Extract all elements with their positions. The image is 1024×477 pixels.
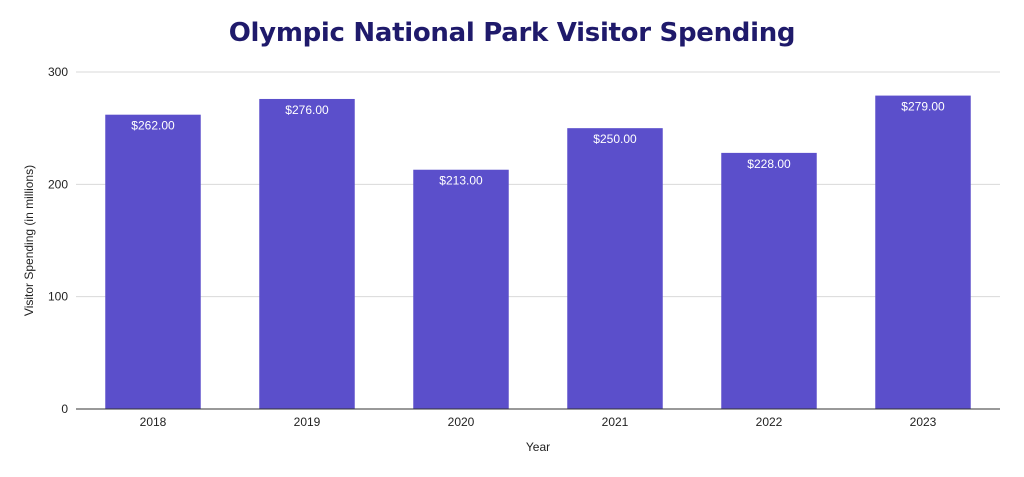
y-tick-label: 100 xyxy=(48,290,68,304)
x-tick-label-2022: 2022 xyxy=(756,415,783,429)
bar-2019 xyxy=(259,98,355,410)
data-label-2020: $213.00 xyxy=(439,174,483,188)
data-label-2019: $276.00 xyxy=(285,103,329,117)
data-labels: $262.00 $276.00 $213.00 $250.00 $228.00 $279.… xyxy=(131,100,945,188)
data-label-2018: $262.00 xyxy=(131,119,175,133)
y-tick-label: 300 xyxy=(48,65,68,79)
bar-2021 xyxy=(567,128,663,409)
x-tick-label-2018: 2018 xyxy=(140,415,167,429)
y-tick-label: 0 xyxy=(61,402,68,416)
x-tick-label-2021: 2021 xyxy=(602,415,629,429)
data-label-2021: $250.00 xyxy=(593,132,637,146)
y-tick-label: 200 xyxy=(48,177,68,191)
data-label-2022: $228.00 xyxy=(747,157,791,171)
bar-2022 xyxy=(721,152,817,409)
bar-2018 xyxy=(105,114,201,409)
x-tick-label-2023: 2023 xyxy=(910,415,937,429)
x-axis-ticks: 2018 2019 2020 2021 2022 2023 xyxy=(140,415,937,429)
data-label-2023: $279.00 xyxy=(901,100,945,114)
x-tick-label-2020: 2020 xyxy=(448,415,475,429)
x-axis-title: Year xyxy=(526,440,550,454)
bars xyxy=(105,95,971,410)
gridlines xyxy=(76,71,1000,298)
x-tick-label-2019: 2019 xyxy=(294,415,321,429)
bar-2020 xyxy=(413,169,509,409)
y-axis-ticks: 0 100 200 300 xyxy=(48,65,68,416)
y-axis-title: Visitor Spending (in millions) xyxy=(22,165,36,316)
bar-2023 xyxy=(875,95,971,409)
chart-title: Olympic National Park Visitor Spending xyxy=(228,18,796,48)
